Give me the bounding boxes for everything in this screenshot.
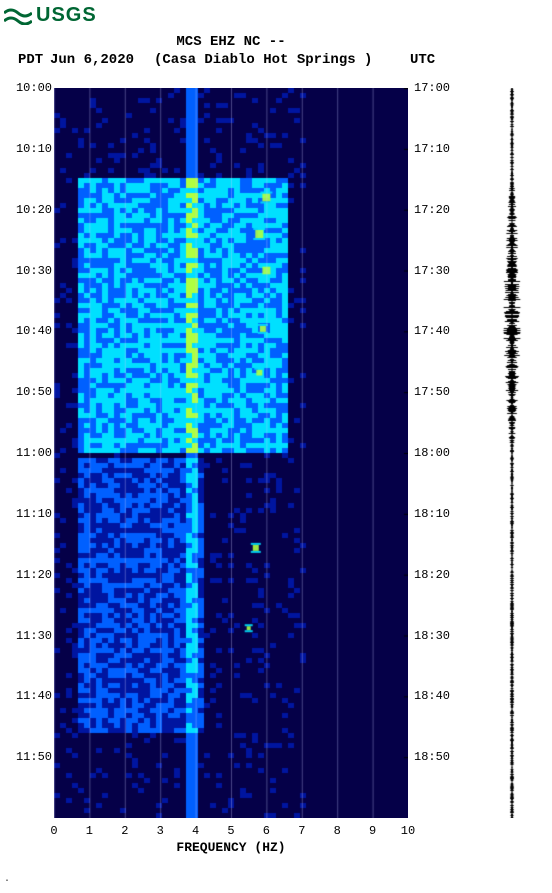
station-code: MCS EHZ NC -- [0,34,462,50]
amplitude-panel [494,88,530,818]
x-tick: 0 [50,824,57,838]
tz-right-label: UTC [410,52,435,68]
y-left-tick: 10:10 [8,142,52,156]
location-label: (Casa Diablo Hot Springs ) [154,52,372,68]
y-right-tick: 17:40 [414,324,464,338]
y-right-tick: 17:50 [414,385,464,399]
amplitude-canvas [494,88,530,818]
x-tick: 9 [369,824,376,838]
y-right-tick: 18:50 [414,750,464,764]
y-right-tick: 17:30 [414,264,464,278]
y-left-tick: 10:30 [8,264,52,278]
x-tick: 4 [192,824,199,838]
usgs-logo-text: USGS [36,4,97,27]
y-right-tick: 17:00 [414,81,464,95]
x-tick: 2 [121,824,128,838]
y-left-tick: 10:20 [8,203,52,217]
y-right-tick: 18:30 [414,629,464,643]
y-left-tick: 11:10 [8,507,52,521]
y-left-tick: 11:40 [8,689,52,703]
usgs-logo: USGS [4,4,97,27]
x-tick: 7 [298,824,305,838]
y-right-tick: 18:10 [414,507,464,521]
spectrogram-plot [54,88,408,818]
x-tick: 10 [401,824,415,838]
usgs-wave-icon [4,7,32,25]
x-tick: 3 [157,824,164,838]
y-right-tick: 18:40 [414,689,464,703]
x-tick: 5 [227,824,234,838]
y-left-tick: 10:40 [8,324,52,338]
y-left-tick: 10:00 [8,81,52,95]
x-axis-label: FREQUENCY (HZ) [54,840,408,855]
y-left-tick: 11:00 [8,446,52,460]
x-tick: 1 [86,824,93,838]
x-tick: 6 [263,824,270,838]
y-left-tick: 10:50 [8,385,52,399]
x-axis-ticks: 012345678910 [54,824,408,840]
tz-left-label: PDT [18,52,43,68]
x-tick: 8 [334,824,341,838]
footer-mark: · [4,876,10,887]
y-left-tick: 11:50 [8,750,52,764]
y-right-tick: 17:10 [414,142,464,156]
y-right-tick: 17:20 [414,203,464,217]
date-label: Jun 6,2020 [50,52,134,68]
spectrogram-canvas [54,88,408,818]
y-left-tick: 11:20 [8,568,52,582]
y-left-tick: 11:30 [8,629,52,643]
y-right-tick: 18:20 [414,568,464,582]
y-right-tick: 18:00 [414,446,464,460]
